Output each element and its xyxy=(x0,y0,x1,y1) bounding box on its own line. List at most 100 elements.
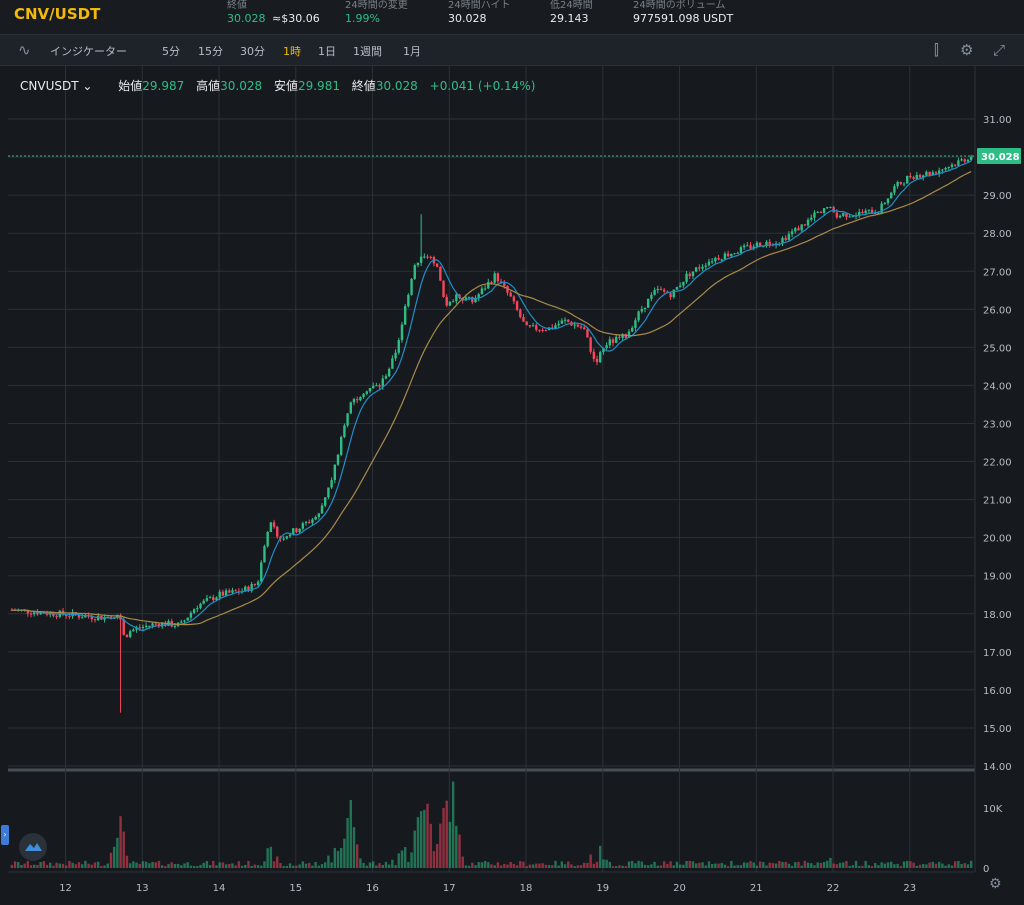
volume-bar xyxy=(375,865,378,868)
volume-bar xyxy=(519,861,522,868)
indicator-icon[interactable]: ∿ xyxy=(18,41,31,59)
volume-bar xyxy=(269,846,273,868)
volume-bar xyxy=(969,860,973,868)
volume-bar xyxy=(717,863,720,868)
candle-body xyxy=(368,388,372,392)
volume-bar xyxy=(349,799,352,868)
stat-24h-volume: 24時間のボリューム 977591.098 USDT xyxy=(633,0,733,26)
volume-bar xyxy=(477,862,480,868)
chart-toolbar: ∿ インジケーター 5分 15分 30分 1時 1日 1週間 1月 ⫿ ⚙ ⤢ xyxy=(0,34,1024,68)
volume-bar xyxy=(800,865,803,868)
candle-body xyxy=(877,212,880,214)
candle-body xyxy=(381,378,384,387)
candle-body xyxy=(579,326,583,328)
stat-24h-low-value: 29.143 xyxy=(550,12,589,25)
volume-bar xyxy=(116,837,119,868)
scale-settings-icon[interactable]: ⚙ xyxy=(989,876,1002,892)
candle-body xyxy=(317,513,321,517)
stat-24h-high-value: 30.028 xyxy=(448,12,487,25)
candle-body xyxy=(365,391,368,394)
volume-bar xyxy=(554,860,557,868)
volume-bar xyxy=(301,861,305,868)
volume-bar xyxy=(192,866,196,868)
candle-body xyxy=(375,385,378,387)
interval-5m[interactable]: 5分 xyxy=(162,45,180,58)
volume-bar xyxy=(483,860,487,868)
volume-bar xyxy=(541,863,544,868)
candle-body xyxy=(90,616,93,620)
candle-body xyxy=(531,325,535,327)
volume-bar xyxy=(432,851,436,868)
candle-body xyxy=(455,294,458,302)
volume-bar xyxy=(26,860,30,868)
symbol-selector[interactable]: CNVUSDT ⌄ xyxy=(20,79,92,93)
volume-bar xyxy=(813,865,816,868)
candle-body xyxy=(298,528,301,533)
volume-bar xyxy=(525,866,528,868)
interval-15m[interactable]: 15分 xyxy=(198,45,223,58)
volume-bar xyxy=(762,862,765,868)
volume-bar xyxy=(100,866,103,868)
candle-body xyxy=(330,480,333,488)
volume-bar xyxy=(378,863,381,868)
gear-icon[interactable]: ⚙ xyxy=(960,41,974,59)
interval-1w[interactable]: 1週間 xyxy=(353,45,382,58)
volume-bar xyxy=(416,817,420,868)
candle-body xyxy=(634,320,637,328)
candle-body xyxy=(615,336,618,343)
interval-1h[interactable]: 1時 xyxy=(283,45,301,68)
side-panel-toggle[interactable]: › xyxy=(1,825,9,845)
volume-bar xyxy=(298,864,301,868)
fullscreen-icon[interactable]: ⤢ xyxy=(993,41,1006,59)
volume-bar xyxy=(266,848,269,868)
candle-body xyxy=(467,296,471,298)
candle-body xyxy=(717,257,720,260)
volume-bar xyxy=(746,862,749,868)
candle-body xyxy=(426,256,429,258)
candle-body xyxy=(554,325,557,329)
volume-bar xyxy=(234,865,237,868)
candle-body xyxy=(583,327,586,330)
candle-body xyxy=(522,317,525,322)
volume-bar xyxy=(685,861,688,868)
stat-last-price: 終値 30.028 ≈$30.06 xyxy=(227,0,320,26)
volume-bar xyxy=(515,865,519,868)
volume-bar xyxy=(106,863,109,868)
interval-1mo[interactable]: 1月 xyxy=(403,45,421,58)
high-label: 高値 xyxy=(196,79,221,93)
close-value: 30.028 xyxy=(375,79,418,93)
candle-body xyxy=(746,245,749,247)
indicator-button[interactable]: インジケーター xyxy=(50,45,127,58)
candle-body xyxy=(282,538,285,540)
y-tick-label: 21.00 xyxy=(983,496,1012,507)
volume-bar xyxy=(506,864,509,868)
volume-bar xyxy=(509,861,512,868)
candle-body xyxy=(253,584,257,586)
candle-body xyxy=(260,562,263,582)
pair-title[interactable]: CNV/USDT xyxy=(14,5,101,23)
volume-bar xyxy=(333,847,337,868)
interval-1d[interactable]: 1日 xyxy=(318,45,336,58)
volume-bar xyxy=(528,864,532,868)
volume-bar xyxy=(749,861,752,868)
candle-body xyxy=(144,625,148,627)
candle-body xyxy=(819,211,823,213)
price-chart[interactable]: 31.0030.0029.0028.0027.0026.0025.0024.00… xyxy=(0,66,1024,905)
candle-body xyxy=(704,265,707,267)
candle-body xyxy=(45,613,49,615)
volume-bar xyxy=(58,863,62,868)
candle-body xyxy=(464,297,468,301)
volume-bar xyxy=(538,863,541,868)
chart-type-icon[interactable]: ⫿ xyxy=(934,41,939,59)
candle-body xyxy=(659,288,663,290)
interval-30m[interactable]: 30分 xyxy=(240,45,265,58)
volume-bar xyxy=(103,865,106,868)
candle-body xyxy=(416,262,420,266)
volume-bar xyxy=(461,856,464,868)
candle-body xyxy=(870,209,874,214)
y-tick-label: 28.00 xyxy=(983,229,1012,240)
volume-bar xyxy=(391,859,394,868)
stat-last-price-usd: ≈$30.06 xyxy=(272,12,320,25)
candle-body xyxy=(445,296,448,306)
candle-body xyxy=(589,337,592,352)
